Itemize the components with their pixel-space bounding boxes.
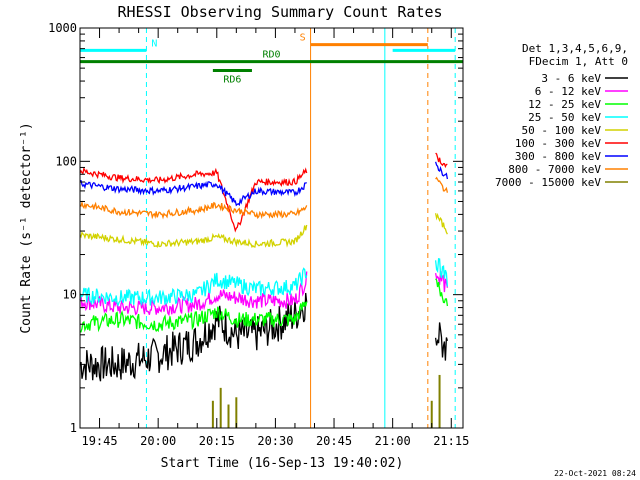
series-800-7000-kev-after-gap	[435, 176, 449, 193]
x-tick-label-20-00: 20:00	[140, 434, 176, 448]
x-tick-label-19-45: 19:45	[81, 434, 117, 448]
series-12-25-kev-after-gap	[435, 278, 449, 307]
series-300-800-kev	[79, 179, 307, 207]
axes-layer: 1 10 100 1000 19:45 20:00 20:15 20:30 20:45 21:00…	[48, 21, 469, 448]
y-tick-label-100: 100	[55, 154, 77, 168]
series-50-100-kev	[79, 224, 308, 249]
timestamp-label: 22-Oct-2021 08:24	[554, 469, 636, 478]
series-25-50-kev-after-gap	[434, 258, 449, 287]
legend-label-3-6-kev: 3 - 6 keV	[541, 72, 601, 85]
x-tick-label-20-15: 20:15	[199, 434, 235, 448]
legend-label-12-25-kev: 12 - 25 keV	[528, 98, 601, 111]
legend-label-7000-15000-kev: 7000 - 15000 keV	[495, 176, 601, 189]
legend-label-50-100-kev: 50 - 100 keV	[522, 124, 602, 137]
series-300-800-kev-after-gap	[434, 161, 449, 180]
y-tick-label-1: 1	[70, 421, 77, 435]
x-tick-label-20-45: 20:45	[316, 434, 352, 448]
series-50-100-kev-after-gap	[434, 212, 448, 235]
series-6-12-kev	[79, 271, 308, 317]
plot-layer: N S RD0 RD6	[79, 28, 463, 428]
annotation-label-rd0: RD0	[262, 50, 280, 61]
legend-header-1: FDecim 1, Att 0	[529, 55, 628, 68]
series-25-50-kev	[79, 267, 308, 307]
y-tick-label-10: 10	[63, 288, 77, 302]
legend-header-0: Det 1,3,4,5,6,9,	[522, 42, 628, 55]
series-100-300-kev-after-gap	[435, 152, 448, 169]
legend-label-300-800-kev: 300 - 800 keV	[515, 150, 601, 163]
series-12-25-kev	[79, 301, 308, 333]
legend: Det 1,3,4,5,6,9,FDecim 1, Att 0 3 - 6 keV…	[495, 42, 628, 189]
y-tick-label-1000: 1000	[48, 21, 77, 35]
x-axis-label: Start Time (16-Sep-13 19:40:02)	[161, 456, 404, 471]
legend-label-25-50-kev: 25 - 50 keV	[528, 111, 601, 124]
y-axis-label: Count Rate (s⁻¹ detector⁻¹)	[19, 122, 34, 333]
annotation-label-rd6: RD6	[223, 75, 241, 86]
series-800-7000-kev	[79, 200, 308, 220]
chart-title: RHESSI Observing Summary Count Rates	[117, 3, 442, 21]
series-3-6-kev	[79, 292, 308, 382]
series-6-12-kev-after-gap	[434, 271, 449, 293]
x-tick-label-21-15: 21:15	[433, 434, 469, 448]
x-tick-label-20-30: 20:30	[257, 434, 293, 448]
legend-label-800-7000-kev: 800 - 7000 keV	[508, 163, 601, 176]
plot-frame	[79, 27, 464, 429]
series-100-300-kev	[79, 166, 308, 233]
legend-label-100-300-kev: 100 - 300 keV	[515, 137, 601, 150]
annotation-label-n: N	[151, 38, 157, 49]
legend-label-6-12-kev: 6 - 12 keV	[535, 85, 602, 98]
annotation-label-s: S	[300, 33, 306, 44]
series-3-6-kev-after-gap	[434, 322, 449, 361]
x-tick-label-21-00: 21:00	[375, 434, 411, 448]
